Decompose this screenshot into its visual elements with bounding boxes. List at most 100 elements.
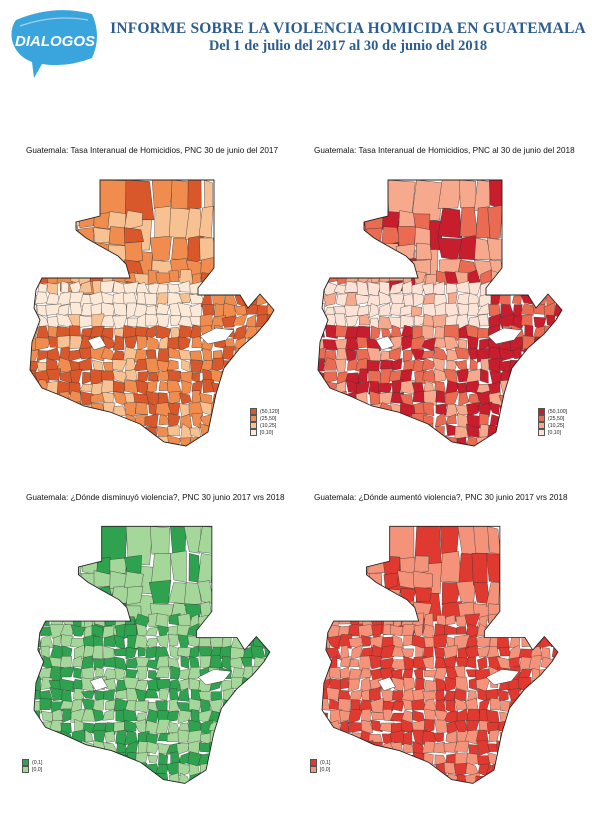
municipality (60, 259, 81, 276)
municipality (254, 348, 270, 363)
municipality (500, 447, 514, 459)
municipality (506, 731, 522, 745)
municipality (339, 677, 350, 690)
legend-item: (50,120] (250, 408, 279, 415)
country-outline (29, 179, 275, 447)
municipality (413, 435, 426, 446)
municipality (79, 384, 94, 392)
municipality (167, 402, 180, 416)
municipality (276, 648, 288, 657)
municipality (168, 582, 188, 604)
municipality (48, 402, 60, 415)
municipality (38, 413, 50, 429)
municipality (371, 624, 383, 638)
municipality (522, 402, 535, 417)
municipality (69, 424, 84, 439)
municipality (518, 689, 533, 701)
municipality (391, 448, 403, 460)
municipality (498, 280, 513, 296)
municipality (92, 645, 104, 660)
municipality (167, 412, 181, 427)
municipality (273, 710, 287, 723)
municipality (549, 612, 558, 628)
municipality (382, 555, 401, 575)
legend-swatch (22, 766, 29, 773)
municipality (464, 729, 479, 745)
municipality (392, 423, 404, 440)
municipality (412, 688, 425, 701)
municipality (542, 347, 559, 361)
legend-swatch (250, 415, 257, 422)
lake (487, 327, 523, 345)
municipality (422, 402, 435, 417)
municipality (553, 302, 562, 319)
municipality (124, 379, 138, 394)
municipality (318, 393, 324, 407)
municipality (328, 729, 341, 744)
municipality (113, 647, 128, 657)
municipality (134, 349, 147, 362)
municipality (104, 762, 118, 775)
municipality (59, 752, 74, 765)
municipality (456, 436, 468, 446)
municipality (274, 743, 288, 754)
municipality (477, 656, 488, 671)
municipality (358, 314, 371, 326)
municipality (254, 358, 269, 370)
municipality (545, 395, 559, 405)
municipality (326, 647, 342, 660)
municipality (414, 226, 431, 246)
municipality (554, 437, 562, 446)
municipality (62, 708, 72, 723)
municipality (78, 602, 97, 622)
municipality (437, 180, 464, 209)
municipality (411, 180, 443, 222)
municipality (380, 259, 401, 275)
municipality (359, 667, 372, 679)
municipality (257, 325, 271, 338)
municipality (266, 327, 274, 339)
municipality (209, 753, 223, 764)
municipality (70, 699, 83, 714)
municipality (277, 371, 290, 381)
municipality (241, 625, 256, 639)
municipality (156, 313, 170, 330)
municipality (145, 638, 159, 647)
municipality (498, 413, 515, 428)
municipality (70, 782, 86, 784)
municipality (137, 646, 146, 657)
legend-item: (25,50] (538, 415, 567, 422)
municipality (30, 401, 36, 418)
municipality (243, 391, 259, 407)
panel-title: Guatemala: ¿Dónde disminuyó violencia?, … (26, 493, 285, 502)
municipality (561, 698, 572, 713)
municipality (93, 635, 103, 647)
municipality (421, 282, 435, 295)
municipality (379, 350, 391, 362)
municipality (91, 414, 105, 428)
municipality (352, 241, 367, 262)
municipality (269, 358, 274, 372)
municipality (224, 390, 235, 407)
municipality (100, 280, 115, 294)
municipality (236, 390, 249, 407)
municipality (422, 763, 438, 777)
municipality (510, 372, 525, 385)
municipality (273, 753, 287, 765)
municipality (445, 676, 457, 692)
municipality (454, 697, 468, 710)
municipality (245, 358, 257, 373)
municipality (520, 393, 535, 406)
municipality (229, 709, 245, 720)
municipality (566, 328, 580, 340)
municipality (555, 445, 562, 446)
municipality (231, 772, 245, 784)
municipality (198, 205, 214, 239)
municipality (531, 732, 540, 744)
municipality (252, 752, 267, 767)
municipality (187, 180, 202, 210)
municipality (124, 335, 139, 349)
municipality (158, 415, 170, 426)
municipality (459, 180, 477, 209)
municipality (390, 762, 406, 776)
